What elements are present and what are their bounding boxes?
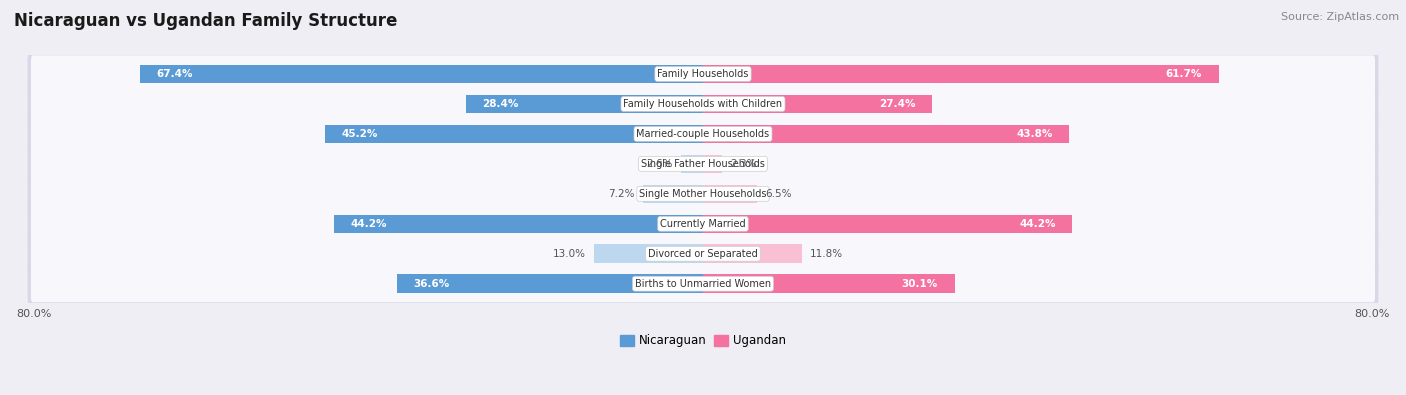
Bar	[643, 184, 703, 203]
Text: 11.8%: 11.8%	[810, 249, 844, 259]
Bar	[465, 95, 703, 113]
FancyBboxPatch shape	[31, 205, 1375, 243]
Text: 43.8%: 43.8%	[1017, 129, 1052, 139]
Text: Family Households with Children: Family Households with Children	[623, 99, 783, 109]
FancyBboxPatch shape	[31, 265, 1375, 302]
Legend: Nicaraguan, Ugandan: Nicaraguan, Ugandan	[616, 329, 790, 352]
Bar	[703, 65, 1219, 83]
Text: 2.6%: 2.6%	[647, 159, 673, 169]
Text: Births to Unmarried Women: Births to Unmarried Women	[636, 279, 770, 289]
FancyBboxPatch shape	[31, 235, 1375, 272]
FancyBboxPatch shape	[28, 141, 1378, 186]
Text: 6.5%: 6.5%	[766, 189, 792, 199]
Bar	[325, 124, 703, 143]
Text: Family Households: Family Households	[658, 69, 748, 79]
Bar	[682, 154, 703, 173]
Text: 44.2%: 44.2%	[1019, 219, 1056, 229]
FancyBboxPatch shape	[28, 111, 1378, 157]
FancyBboxPatch shape	[31, 115, 1375, 152]
FancyBboxPatch shape	[28, 171, 1378, 216]
Text: 61.7%: 61.7%	[1166, 69, 1202, 79]
Bar	[703, 154, 723, 173]
Text: Nicaraguan vs Ugandan Family Structure: Nicaraguan vs Ugandan Family Structure	[14, 12, 398, 30]
Bar	[703, 214, 1073, 233]
FancyBboxPatch shape	[28, 81, 1378, 127]
Bar	[595, 245, 703, 263]
Text: Married-couple Households: Married-couple Households	[637, 129, 769, 139]
Text: Source: ZipAtlas.com: Source: ZipAtlas.com	[1281, 12, 1399, 22]
Bar	[703, 184, 758, 203]
FancyBboxPatch shape	[28, 51, 1378, 97]
Text: Currently Married: Currently Married	[661, 219, 745, 229]
Text: Single Father Households: Single Father Households	[641, 159, 765, 169]
Text: Single Mother Households: Single Mother Households	[640, 189, 766, 199]
Bar	[333, 214, 703, 233]
Text: 28.4%: 28.4%	[482, 99, 519, 109]
Bar	[396, 275, 703, 293]
Bar	[703, 95, 932, 113]
Text: 27.4%: 27.4%	[879, 99, 915, 109]
Text: 45.2%: 45.2%	[342, 129, 378, 139]
FancyBboxPatch shape	[31, 145, 1375, 182]
FancyBboxPatch shape	[28, 231, 1378, 276]
Text: 36.6%: 36.6%	[413, 279, 450, 289]
Text: 30.1%: 30.1%	[901, 279, 938, 289]
Bar	[703, 124, 1069, 143]
Text: Divorced or Separated: Divorced or Separated	[648, 249, 758, 259]
Bar	[139, 65, 703, 83]
FancyBboxPatch shape	[31, 175, 1375, 213]
Text: 44.2%: 44.2%	[350, 219, 387, 229]
Text: 7.2%: 7.2%	[607, 189, 634, 199]
FancyBboxPatch shape	[28, 261, 1378, 307]
FancyBboxPatch shape	[31, 55, 1375, 92]
Bar	[703, 245, 801, 263]
Bar	[703, 275, 955, 293]
FancyBboxPatch shape	[28, 201, 1378, 246]
FancyBboxPatch shape	[31, 85, 1375, 122]
Text: 13.0%: 13.0%	[553, 249, 586, 259]
Text: 67.4%: 67.4%	[156, 69, 193, 79]
Text: 2.3%: 2.3%	[731, 159, 756, 169]
